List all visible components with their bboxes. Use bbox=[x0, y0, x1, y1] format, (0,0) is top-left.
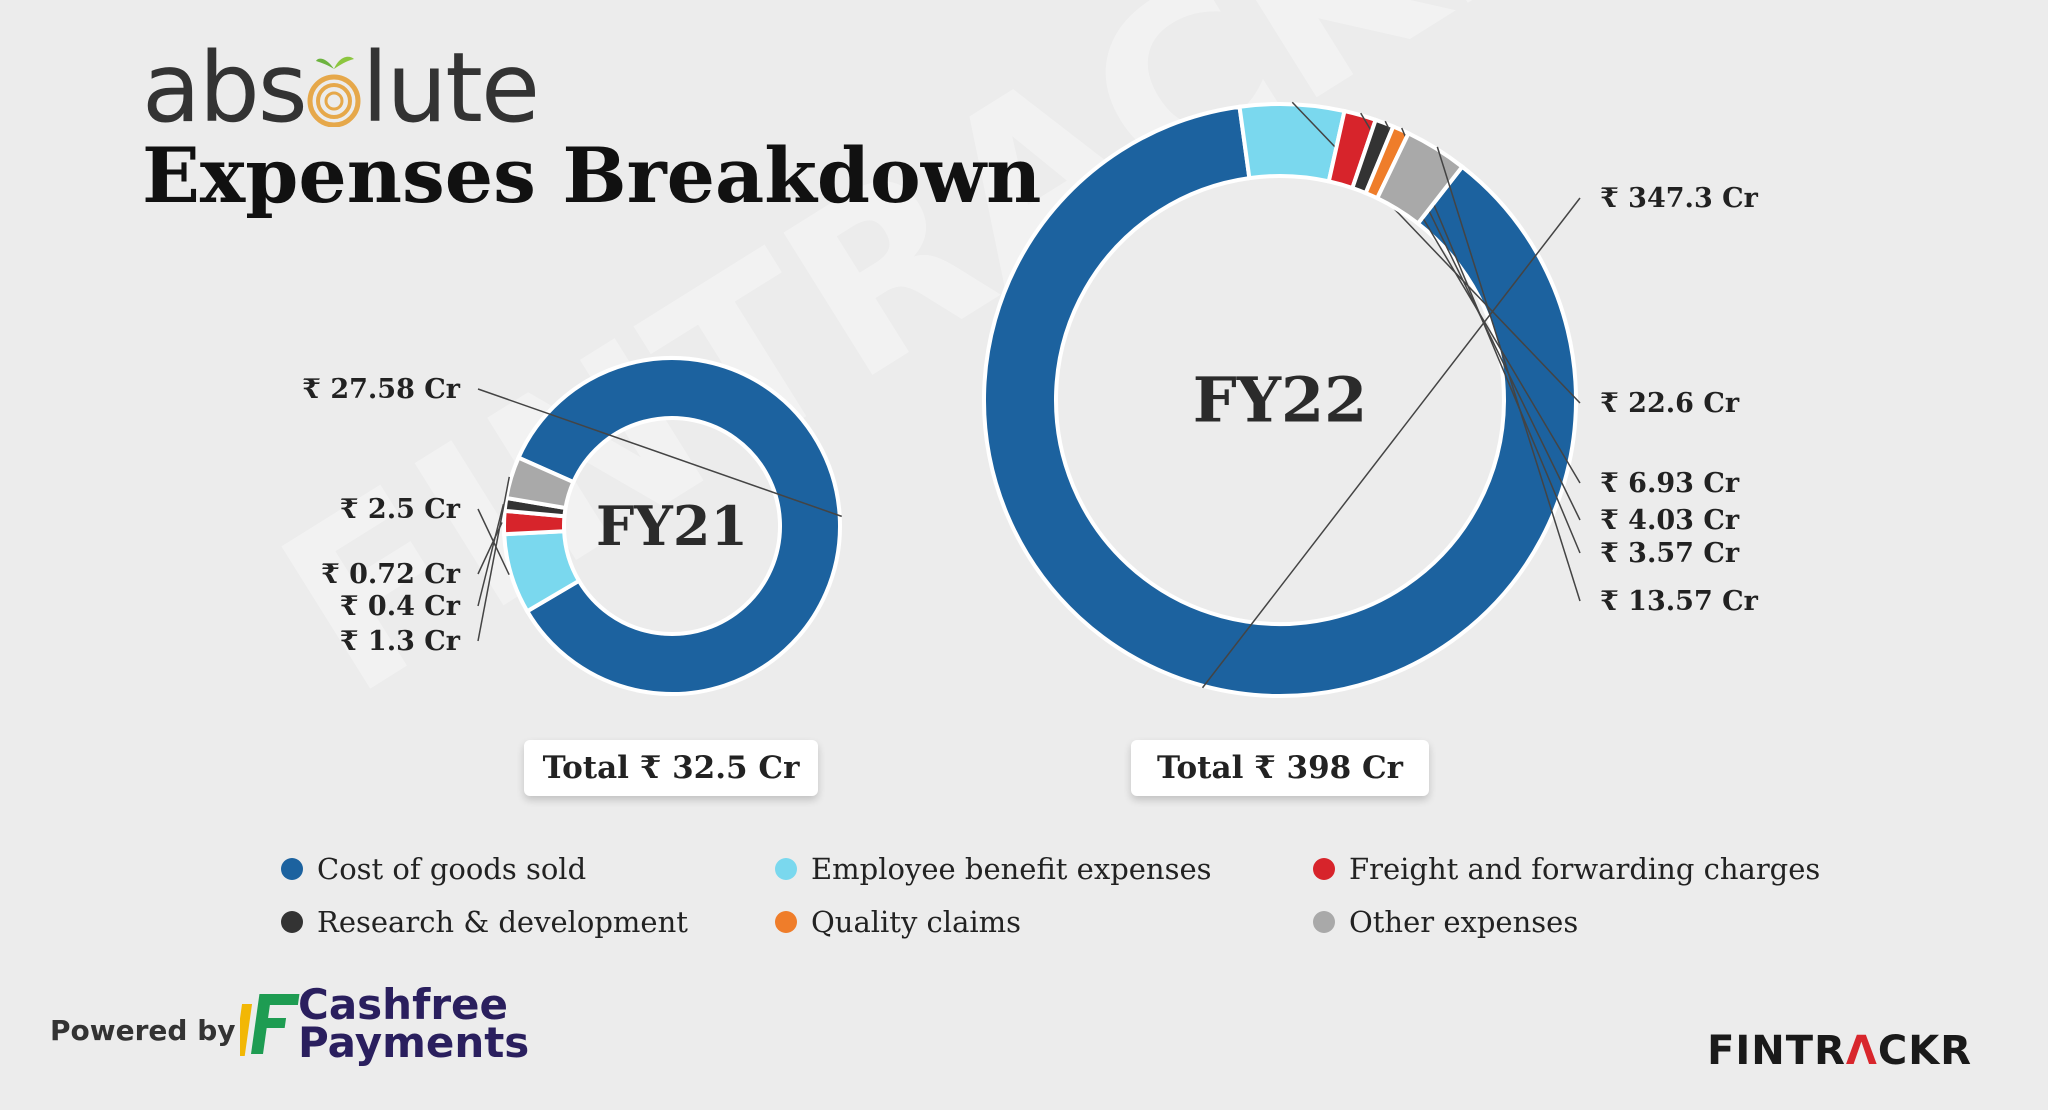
cashfree-logo-icon bbox=[240, 994, 300, 1056]
legend-dot bbox=[281, 858, 303, 880]
legend-dot bbox=[1313, 858, 1335, 880]
fintrackr-text-end: CKR bbox=[1877, 1028, 1972, 1074]
fy22-value-label: ₹ 4.03 Cr bbox=[1600, 505, 1740, 536]
legend-item-cost-of-goods: Cost of goods sold bbox=[281, 852, 586, 886]
legend-dot bbox=[281, 911, 303, 933]
powered-by-label: Powered by bbox=[50, 1014, 236, 1047]
fy22-value-label: ₹ 22.6 Cr bbox=[1600, 388, 1740, 419]
page-title: Expenses Breakdown bbox=[142, 131, 1042, 220]
fy22-value-label: ₹ 6.93 Cr bbox=[1600, 468, 1740, 499]
fy22-value-label: ₹ 3.57 Cr bbox=[1600, 538, 1740, 569]
legend-label: Cost of goods sold bbox=[317, 852, 587, 886]
fy21-slice-other-expenses bbox=[504, 455, 576, 511]
fy22-slice-cost-of-goods-sold bbox=[982, 104, 1578, 698]
legend-label: Freight and forwarding charges bbox=[1349, 852, 1821, 886]
fy21-total-label: Total ₹ 32.5 Cr bbox=[542, 750, 800, 786]
fy21-value-label: ₹ 0.4 Cr bbox=[340, 591, 461, 622]
fy22-donut: ₹ 347.3 Cr ₹ 22.6 Cr ₹ 6.93 Cr ₹ 4.03 Cr₹ 3… bbox=[982, 101, 1759, 698]
legend-dot bbox=[775, 858, 797, 880]
fy22-leader-line bbox=[1436, 146, 1581, 602]
fy21-leader-line bbox=[477, 476, 510, 642]
cashfree-line1: Cashfree bbox=[298, 980, 509, 1029]
legend-label: Other expenses bbox=[1349, 905, 1579, 939]
fy21-total-box: Total ₹ 32.5 Cr bbox=[524, 740, 818, 796]
fy21-value-label: ₹ 0.72 Cr bbox=[321, 559, 461, 590]
legend-label: Quality claims bbox=[811, 905, 1022, 939]
legend-item-research: Research & development bbox=[281, 905, 688, 939]
legend-dot bbox=[775, 911, 797, 933]
fy21-value-label: ₹ 27.58 Cr bbox=[302, 374, 461, 405]
legend-dot bbox=[1313, 911, 1335, 933]
fy22-slice-other-expenses bbox=[1374, 130, 1466, 227]
fy22-leader-line bbox=[1201, 197, 1581, 689]
legend-item-freight: Freight and forwarding charges bbox=[1313, 852, 1820, 886]
legend-item-quality-claims: Quality claims bbox=[775, 905, 1021, 939]
fy22-slice-employee-benefit-expenses bbox=[1237, 102, 1347, 184]
fy22-total-box: Total ₹ 398 Cr bbox=[1131, 740, 1429, 796]
fy21-center-label: FY21 bbox=[596, 494, 748, 558]
brand-logo-text-end: lute bbox=[361, 32, 540, 144]
fintrackr-logo: FINTRΛCKR bbox=[1707, 1028, 1972, 1074]
fy21-leader-line bbox=[477, 503, 505, 607]
fintrackr-text-start: FINTR bbox=[1707, 1028, 1846, 1074]
fy21-value-label: ₹ 1.3 Cr bbox=[340, 626, 461, 657]
fy21-leader-line bbox=[477, 522, 503, 575]
fy21-slice-cost-of-goods-sold bbox=[515, 356, 842, 696]
fy21-value-label: ₹ 2.5 Cr bbox=[340, 494, 461, 525]
legend-item-employee-benefit: Employee benefit expenses bbox=[775, 852, 1212, 886]
fintrackr-text-accent: Λ bbox=[1845, 1028, 1878, 1074]
fy22-value-label: ₹ 13.57 Cr bbox=[1600, 586, 1759, 617]
legend-label: Research & development bbox=[317, 905, 688, 939]
fy21-leader-line bbox=[477, 388, 842, 518]
brand-logo-text-start: abs bbox=[142, 32, 308, 144]
fy21-donut: ₹ 27.58 Cr ₹ 2.5 Cr ₹ 0.72 Cr₹ 0.4 Cr ₹ 1.3… bbox=[302, 356, 842, 696]
brand-logo-o-icon bbox=[307, 56, 361, 128]
brand-logo: abs lute bbox=[142, 40, 540, 136]
legend-label: Employee benefit expenses bbox=[811, 852, 1212, 886]
fy22-value-label: ₹ 347.3 Cr bbox=[1600, 183, 1759, 214]
cashfree-line2: Payments bbox=[298, 1018, 530, 1067]
cashfree-wordmark: Cashfree Payments bbox=[298, 980, 530, 1067]
fy22-center-label: FY22 bbox=[1193, 364, 1368, 437]
legend-item-other: Other expenses bbox=[1313, 905, 1578, 939]
fy22-total-label: Total ₹ 398 Cr bbox=[1156, 750, 1404, 786]
